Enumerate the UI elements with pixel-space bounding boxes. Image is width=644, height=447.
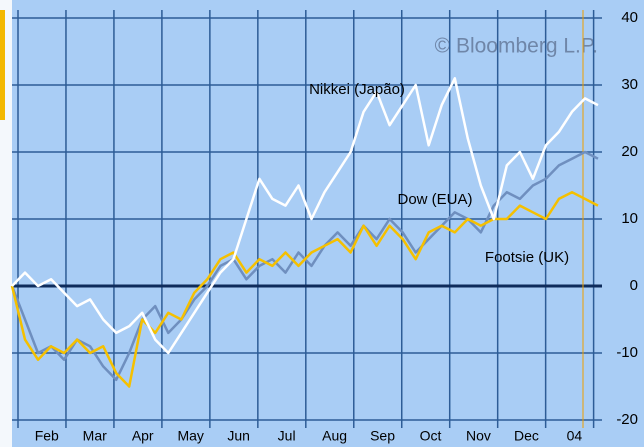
accent-bar [0,10,5,120]
annotation: Nikkei (Japão) [309,81,405,98]
series-line [10,190,599,388]
y-tick-label: -20 [616,411,638,428]
y-tick-label: 10 [621,210,638,227]
y-tick-label: 0 [630,277,638,294]
y-tick-label: 20 [621,143,638,160]
x-tick-label: Apr [132,428,154,444]
annotation: Dow (EUA) [397,191,472,208]
credit: © Bloomberg L.P. [435,35,598,58]
x-tick-label: Feb [35,428,59,444]
x-tick-label: Aug [322,428,347,444]
x-tick-label: 04 [567,428,583,444]
y-tick-label: 30 [621,76,638,93]
x-tick-label: Oct [420,428,442,444]
x-tick-label: Dec [514,428,539,444]
x-tick-label: Nov [466,428,491,444]
series-line [11,77,599,355]
x-tick-label: Sep [370,428,395,444]
x-tick-label: Mar [83,428,107,444]
x-tick-label: Jul [278,428,296,444]
x-tick-label: May [177,428,203,444]
y-tick-label: -10 [616,344,638,361]
x-tick-label: Jun [227,428,250,444]
y-tick-label: 40 [621,9,638,26]
annotation: Footsie (UK) [485,249,569,266]
